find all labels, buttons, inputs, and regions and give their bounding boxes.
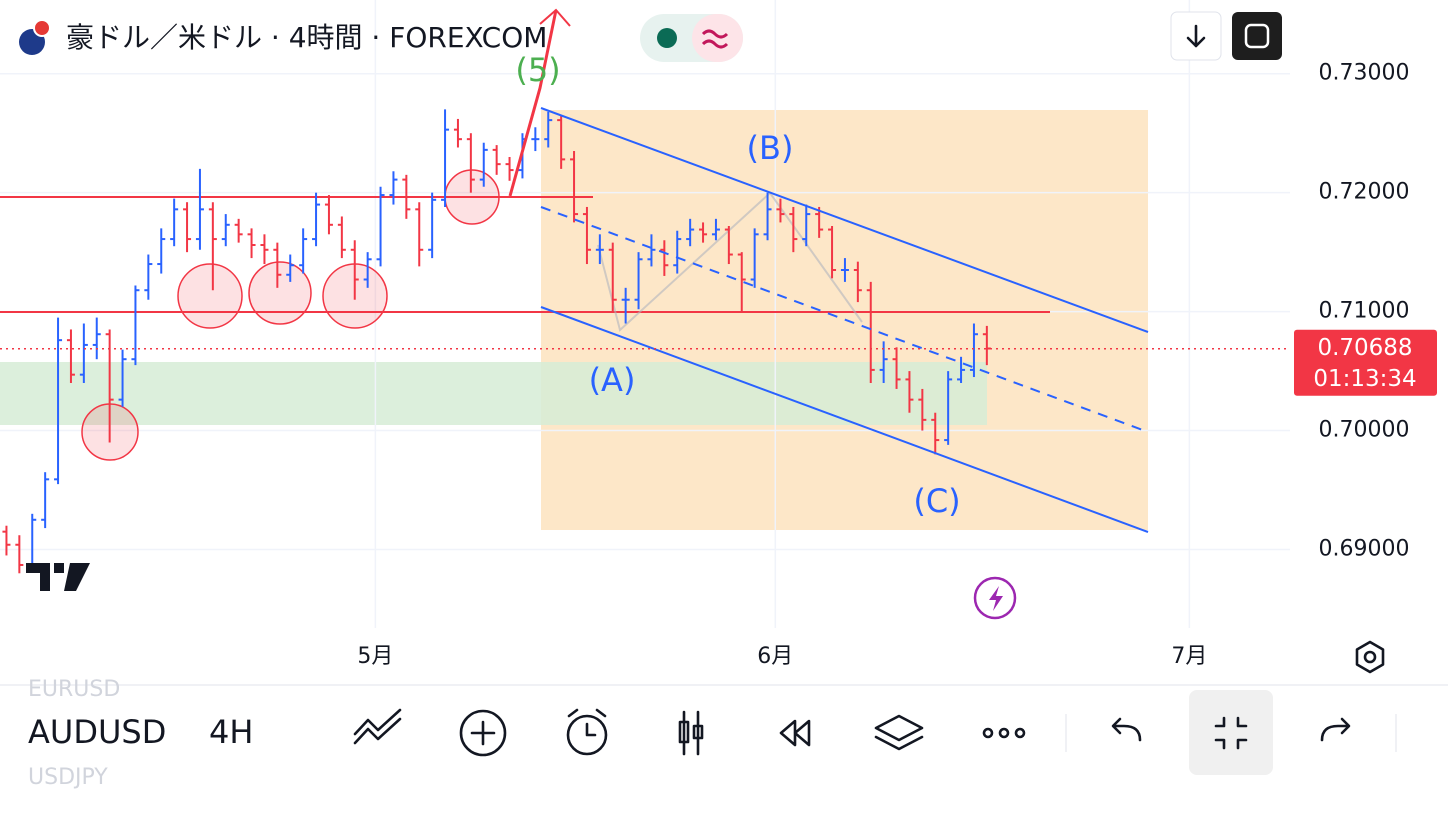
layers-button[interactable] [874, 714, 924, 751]
more-button[interactable] [982, 727, 994, 739]
collapse-button[interactable] [1189, 690, 1273, 775]
icon [470, 720, 496, 746]
icon [1244, 23, 1270, 49]
arrow-head [539, 8, 571, 27]
redo-button[interactable] [1320, 717, 1351, 742]
y-tick-label: 0.72000 [1319, 180, 1410, 205]
channel-fill [541, 110, 1148, 530]
channel-line [540, 107, 1149, 333]
settings-button[interactable] [1355, 640, 1385, 674]
wave-label: (A) [589, 361, 636, 399]
status-pill [692, 14, 743, 62]
x-tick-label: 7月 [1171, 644, 1207, 669]
icon [567, 708, 607, 737]
icon [1214, 716, 1248, 750]
wave [597, 191, 863, 332]
wave-label: (B) [747, 129, 794, 167]
wave-label: (5) [515, 51, 560, 89]
flag-icon [33, 19, 51, 37]
toolbar-icons [353, 708, 1142, 757]
logo [26, 563, 90, 591]
symbol-title[interactable]: 豪ドル／米ドル · 4時間 · FOREXCOM [66, 21, 547, 54]
data-status [701, 29, 729, 49]
countdown: 01:13:34 [1313, 366, 1416, 392]
market-status [657, 28, 677, 48]
x-tick-label: 6月 [757, 644, 793, 669]
icon [989, 586, 1003, 611]
y-tick-label: 0.70000 [1319, 418, 1410, 443]
replay-button[interactable] [779, 719, 811, 747]
drawings-button[interactable] [353, 708, 402, 745]
last-price: 0.70688 [1317, 335, 1412, 361]
last-price-box [1294, 329, 1437, 396]
symbol-option[interactable]: USDJPY [28, 765, 108, 790]
chart-type-button[interactable] [678, 710, 704, 756]
channel-line [540, 306, 1149, 533]
icon [1186, 24, 1206, 48]
icon [1363, 650, 1377, 664]
arrow [508, 9, 558, 197]
x-tick-label: 5月 [357, 644, 393, 669]
y-tick-label: 0.71000 [1319, 299, 1410, 324]
symbol[interactable]: AUDUSD [28, 713, 166, 751]
interval[interactable]: 4H [209, 713, 253, 751]
zone [0, 362, 987, 425]
symbol-option[interactable]: EURUSD [28, 677, 120, 702]
fullscreen-button[interactable] [1232, 12, 1282, 60]
y-tick-label: 0.69000 [1319, 537, 1410, 562]
circles [81, 169, 500, 461]
y-tick-label: 0.73000 [1319, 61, 1410, 86]
add-button[interactable] [459, 709, 507, 757]
alert-button[interactable] [566, 714, 608, 756]
undo-button[interactable] [1111, 717, 1142, 742]
wave-label: (C) [913, 482, 960, 520]
